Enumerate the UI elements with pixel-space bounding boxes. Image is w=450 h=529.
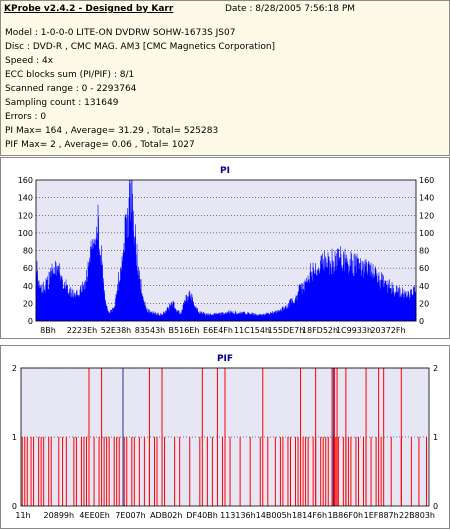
scan-date: Date : 8/28/2005 7:56:18 PM — [225, 4, 356, 14]
y-tick-label-right: 2 — [433, 364, 438, 373]
y-tick-label-right: 0 — [433, 502, 438, 511]
y-tick-label-right: 20 — [419, 299, 429, 308]
x-tick-label: 52E38h — [101, 326, 131, 335]
pif-chart: PIF 0 0 1 1 2 2 11h 20899h 4EE0Eh 7E007h ADB02h DF40… — [12, 354, 438, 520]
y-tick-label-left: 20 — [23, 299, 33, 308]
drive-model: Model : 1-0-0-0 LITE-ON DVDRW SOHW-1673S… — [5, 28, 236, 38]
x-tick-label: 155DE7h — [268, 326, 305, 335]
x-tick-label: 11h — [15, 511, 30, 520]
ecc-blocks: ECC blocks sum (PI/PIF) : 8/1 — [5, 70, 135, 80]
plot-border — [35, 179, 417, 322]
info-panel: KProbe v2.4.2 - Designed by Karr Date : … — [0, 0, 450, 156]
x-tick-label: 14B005h — [256, 511, 292, 520]
y-tick-label-right: 140 — [419, 194, 434, 203]
scan-speed: Speed : 4x — [5, 56, 54, 66]
x-tick-label: 113136h — [220, 511, 256, 520]
chart-title: PI — [220, 166, 230, 176]
x-tick-label: 18FD52h — [302, 326, 338, 335]
x-tick-label: 20372Fh — [370, 326, 405, 335]
app-title: KProbe v2.4.2 - Designed by Karr — [4, 4, 174, 14]
y-tick-label-right: 120 — [419, 211, 434, 220]
sampling-count: Sampling count : 131649 — [5, 98, 119, 108]
disc-type: Disc : DVD-R , CMC MAG. AM3 [CMC Magneti… — [5, 42, 276, 52]
y-tick-label-left: 140 — [18, 194, 33, 203]
pi-summary: PI Max= 164 , Average= 31.29 , Total= 52… — [5, 126, 219, 136]
x-tick-label: ADB02h — [150, 511, 182, 520]
x-tick-label: E6E4Fh — [203, 326, 233, 335]
x-tick-label: 2223Eh — [67, 326, 97, 335]
x-tick-label: 8Bh — [40, 326, 56, 335]
y-tick-label-right: 60 — [419, 264, 429, 273]
pi-series — [35, 179, 417, 322]
x-tick-label: 1C9933h — [336, 326, 372, 335]
y-tick-label-left: 1 — [12, 433, 17, 442]
plot-border — [20, 367, 430, 507]
x-tick-label: 1B86F0h — [328, 511, 364, 520]
x-tick-label: 20899h — [44, 511, 75, 520]
y-tick-label-left: 160 — [18, 176, 33, 185]
errors-count: Errors : 0 — [5, 112, 47, 122]
x-tick-label: B516Eh — [169, 326, 200, 335]
y-tick-label-right: 0 — [419, 317, 424, 326]
x-tick-label: 22B803h — [399, 511, 435, 520]
y-tick-label-left: 2 — [12, 364, 17, 373]
y-tick-label-left: 0 — [12, 502, 17, 511]
y-tick-label-left: 80 — [23, 247, 33, 256]
scanned-range: Scanned range : 0 - 2293764 — [5, 84, 137, 94]
x-tick-label: DF40Bh — [186, 511, 218, 520]
pi-chart-panel: PI 0 0 20 20 40 40 60 60 80 80 100 100 120 120 140 140 16… — [0, 157, 450, 339]
y-tick-label-left: 100 — [18, 229, 33, 238]
pif-chart-panel: PIF 0 0 1 1 2 2 11h 20899h 4EE0Eh 7E007h ADB02h DF40… — [0, 345, 450, 529]
pi-chart: PI 0 0 20 20 40 40 60 60 80 80 100 100 120 120 140 140 16… — [18, 166, 435, 335]
x-tick-label: 1814F6h — [292, 511, 327, 520]
y-tick-label-right: 40 — [419, 282, 429, 291]
y-tick-label-left: 0 — [28, 317, 33, 326]
x-tick-label: 7E007h — [115, 511, 145, 520]
y-tick-label-right: 1 — [433, 433, 438, 442]
y-tick-label-right: 160 — [419, 176, 434, 185]
x-tick-label: 83543h — [135, 326, 166, 335]
y-tick-label-right: 80 — [419, 247, 429, 256]
x-tick-label: 4EE0Eh — [79, 511, 109, 520]
x-tick-label: 11C154h — [234, 326, 270, 335]
y-tick-label-left: 120 — [18, 211, 33, 220]
pif-summary: PIF Max= 2 , Average= 0.06 , Total= 1027 — [5, 140, 195, 150]
x-tick-label: 1EF887h — [364, 511, 399, 520]
chart-title: PIF — [217, 354, 233, 364]
y-tick-label-right: 100 — [419, 229, 434, 238]
y-tick-label-left: 60 — [23, 264, 33, 273]
y-tick-label-left: 40 — [23, 282, 33, 291]
